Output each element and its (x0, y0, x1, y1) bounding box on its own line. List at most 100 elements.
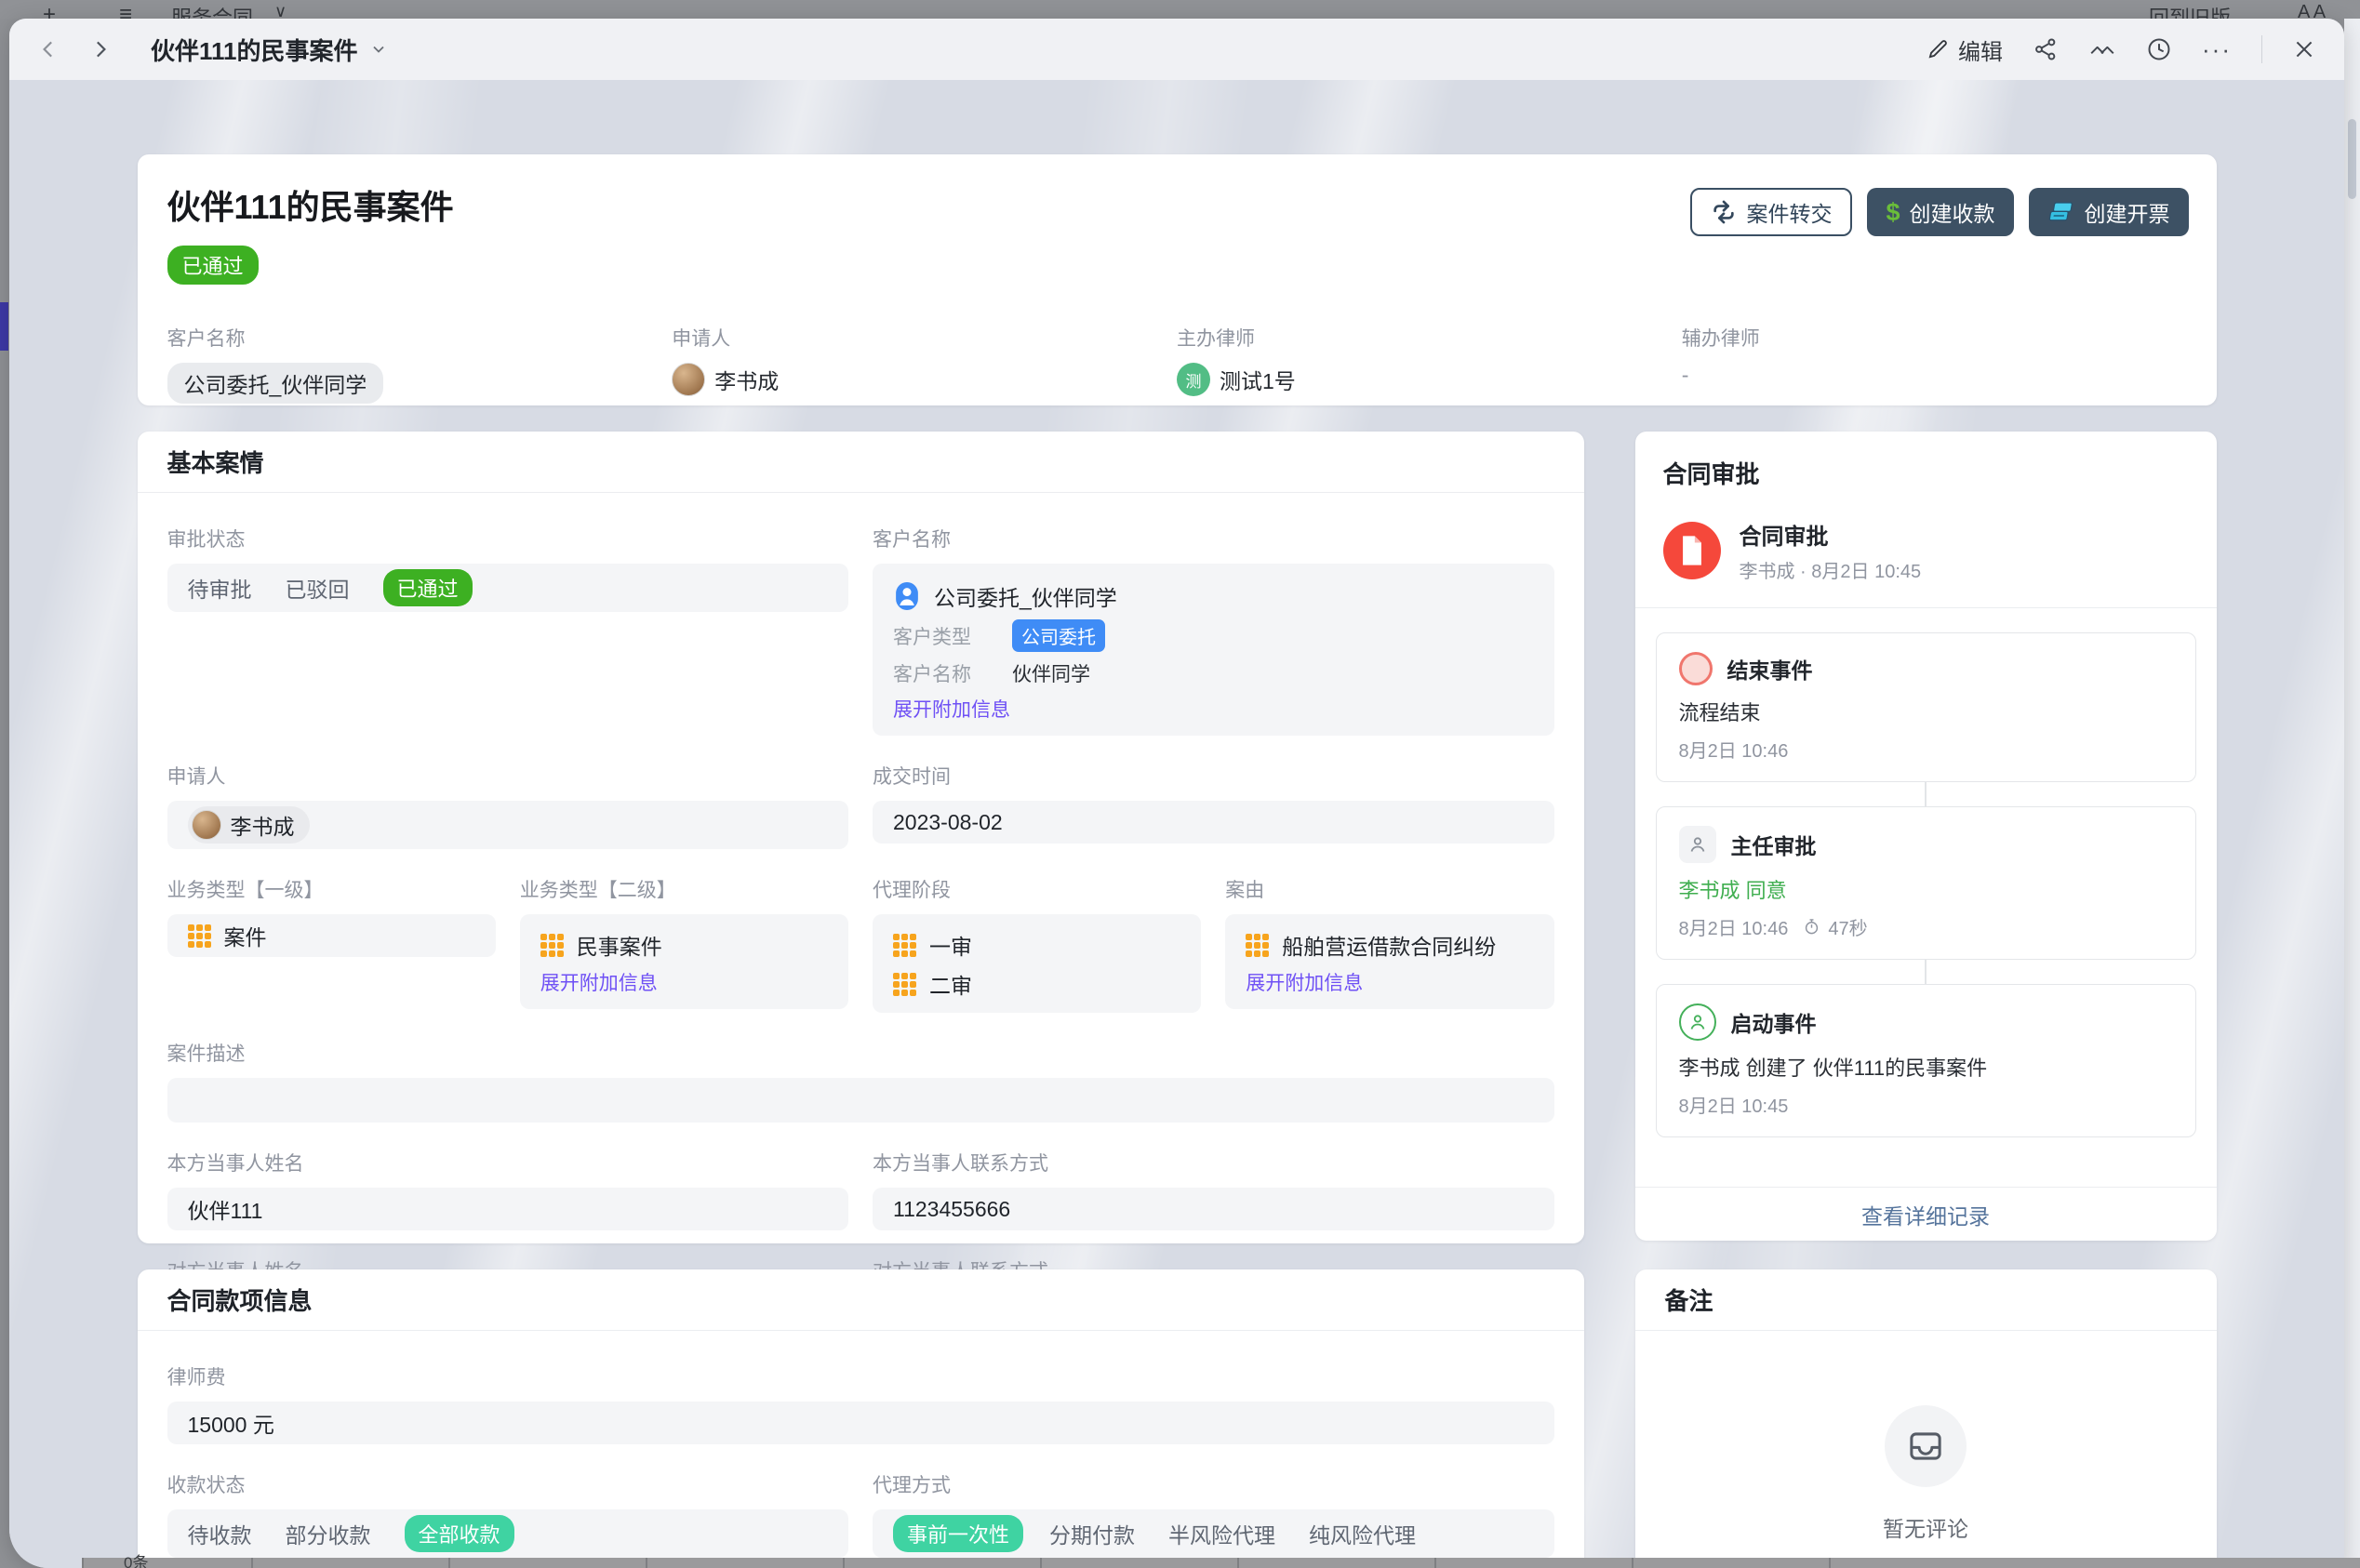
agency-stage-field: 代理阶段 一审 二审 (873, 875, 1202, 1013)
applicant-box[interactable]: 李书成 (167, 801, 848, 849)
card-title: 合同款项信息 (167, 1287, 313, 1315)
background-app-strip: + ≡ 服务合同 ∨ 回到旧版 A A (0, 0, 2360, 19)
invoice-ticket-icon (2047, 198, 2075, 226)
stopwatch-icon (1803, 918, 1820, 936)
history-clock-icon[interactable] (2146, 36, 2172, 62)
customer-person-icon (893, 580, 921, 612)
notes-card: 备注 暂无评论 (1634, 1269, 2217, 1568)
transfer-arrows-icon (1711, 199, 1737, 225)
expand-info-link[interactable]: 展开附加信息 (1246, 973, 1364, 994)
scrollbar-thumb[interactable] (2348, 119, 2356, 199)
close-icon[interactable] (2292, 37, 2316, 61)
case-description-box[interactable] (167, 1078, 1554, 1123)
payment-status-box[interactable]: 待收款 部分收款 全部收款 (167, 1509, 848, 1558)
contract-payment-card: 合同款项信息 律师费 15000 元 收款状态 待收款 部分收款 (137, 1269, 1584, 1568)
bg-back-old-version-link[interactable]: 回到旧版 (2149, 7, 2232, 19)
stage-box[interactable]: 一审 二审 (873, 914, 1202, 1013)
timeline-connector (1656, 782, 2196, 806)
customer-chip[interactable]: 公司委托_伙伴同学 (167, 363, 384, 404)
bg-menu-icon[interactable]: ≡ (119, 2, 133, 19)
selected-agency-pill[interactable]: 事前一次性 (893, 1515, 1024, 1552)
party-contact-field: 本方当事人联系方式 1123455666 (873, 1149, 1554, 1230)
contract-approval-card: 合同审批 合同审批 李书成 · 8月2日 10:45 结束事件 (1634, 432, 2217, 1241)
inbox-icon (1885, 1405, 1967, 1487)
assist-lawyer-value: - (1681, 363, 1689, 387)
biz-l1-box[interactable]: 案件 (167, 914, 496, 957)
case-description-field: 案件描述 (167, 1039, 1554, 1123)
applicant-field: 申请人 李书成 (167, 762, 848, 849)
approval-process-row[interactable]: 合同审批 李书成 · 8月2日 10:45 (1634, 509, 2217, 608)
grid-icon (187, 924, 211, 948)
title-chevron-down-icon[interactable] (369, 40, 388, 59)
case-transfer-button[interactable]: 案件转交 (1690, 188, 1853, 236)
end-event-icon (1678, 652, 1713, 685)
cause-box[interactable]: 船舶营运借款合同纠纷 展开附加信息 (1225, 914, 1554, 1009)
party-name-box[interactable]: 伙伴111 (167, 1188, 848, 1230)
bg-avatars: A A (2298, 2, 2327, 19)
forward-arrow-icon[interactable] (87, 37, 112, 61)
card-title: 基本案情 (167, 449, 264, 477)
agency-mode-box[interactable]: 事前一次性 分期付款 半风险代理 纯风险代理 (873, 1509, 1554, 1558)
expand-info-link[interactable]: 展开附加信息 (893, 699, 1010, 721)
biz-l2-box[interactable]: 民事案件 展开附加信息 (519, 914, 848, 1009)
party-contact-box[interactable]: 1123455666 (873, 1188, 1554, 1230)
lawyer-fee-box[interactable]: 15000 元 (167, 1402, 1554, 1444)
create-invoice-button[interactable]: 创建开票 (2028, 188, 2189, 236)
card-title: 备注 (1664, 1287, 1713, 1315)
back-arrow-icon[interactable] (37, 37, 61, 61)
customer-type-chip: 公司委托 (1012, 619, 1105, 652)
avatar (191, 810, 221, 840)
edit-button[interactable]: 编辑 (1926, 33, 2003, 66)
cause-field: 案由 船舶营运借款合同纠纷 展开附加信息 (1225, 875, 1554, 1009)
document-icon (1662, 522, 1721, 579)
start-event-icon (1678, 1003, 1716, 1041)
deal-time-field: 成交时间 2023-08-02 (873, 762, 1554, 849)
multi-window-icon[interactable] (2088, 35, 2116, 63)
share-icon[interactable] (2033, 36, 2059, 62)
field-label: 辅办律师 (1681, 328, 1760, 350)
person-chip[interactable]: 李书成 (187, 806, 310, 844)
deal-time-box[interactable]: 2023-08-02 (873, 801, 1554, 844)
biz-type-l1-field: 业务类型【一级】 案件 (167, 875, 496, 957)
lawyer-fee-field: 律师费 15000 元 (167, 1362, 1554, 1444)
bg-tab-label[interactable]: 服务合同 (171, 7, 254, 19)
avatar (672, 363, 706, 396)
applicant-value[interactable]: 李书成 (672, 363, 1177, 396)
selected-status-pill[interactable]: 已通过 (382, 569, 473, 606)
case-summary-card: 伙伴111的民事案件 已通过 案件转交 $ 创建收款 (137, 154, 2217, 405)
expand-info-link[interactable]: 展开附加信息 (540, 973, 658, 994)
grid-icon (893, 933, 916, 957)
scrollbar-track[interactable] (2344, 19, 2360, 1568)
view-detail-records-link[interactable]: 查看详细记录 (1861, 1203, 1990, 1229)
grid-icon (1246, 933, 1270, 957)
approval-status-field: 审批状态 待审批 已驳回 已通过 (167, 525, 848, 612)
agency-mode-field: 代理方式 事前一次性 分期付款 半风险代理 纯风险代理 (873, 1470, 1554, 1558)
biz-type-l2-field: 业务类型【二级】 民事案件 展开附加信息 (519, 875, 848, 1009)
timeline-connector (1656, 960, 2196, 984)
timeline-item-director-approval[interactable]: 主任审批 李书成 同意 8月2日 10:46 47秒 (1655, 806, 2196, 960)
create-receipt-button[interactable]: $ 创建收款 (1867, 188, 2014, 236)
timeline-item-start[interactable]: 启动事件 李书成 创建了 伙伴111的民事案件 8月2日 10:45 (1655, 984, 2196, 1137)
field-label: 主办律师 (1177, 328, 1255, 350)
case-title: 伙伴111的民事案件 (167, 188, 454, 226)
dollar-icon: $ (1886, 197, 1900, 226)
bg-new-tab-button[interactable]: + (43, 2, 57, 19)
payment-status-field: 收款状态 待收款 部分收款 全部收款 (167, 1470, 848, 1558)
panel-body: 伙伴111的民事案件 已通过 案件转交 $ 创建收款 (9, 80, 2344, 1568)
bg-tab-caret[interactable]: ∨ (274, 2, 287, 19)
customer-field: 客户名称 公司委托_伙伴同学 客户类型 公司委托 (873, 525, 1554, 736)
panel-title: 伙伴111的民事案件 (151, 36, 358, 65)
timeline-item-end[interactable]: 结束事件 流程结束 8月2日 10:46 (1655, 632, 2196, 782)
approval-status-box[interactable]: 待审批 已驳回 已通过 (167, 564, 848, 612)
titlebar-divider (2261, 35, 2262, 63)
grid-icon (893, 972, 916, 996)
avatar: 测 (1177, 363, 1210, 396)
customer-box[interactable]: 公司委托_伙伴同学 客户类型 公司委托 客户名称 伙伴同学 展开附加信息 (873, 564, 1554, 736)
selected-payment-pill[interactable]: 全部收款 (404, 1515, 514, 1552)
record-detail-panel: 伙伴111的民事案件 编辑 (9, 19, 2344, 1568)
more-options-button[interactable]: ··· (2202, 34, 2232, 63)
lead-lawyer-value[interactable]: 测 测试1号 (1177, 363, 1682, 396)
field-label: 客户名称 (167, 328, 246, 350)
field-label: 申请人 (672, 328, 731, 350)
